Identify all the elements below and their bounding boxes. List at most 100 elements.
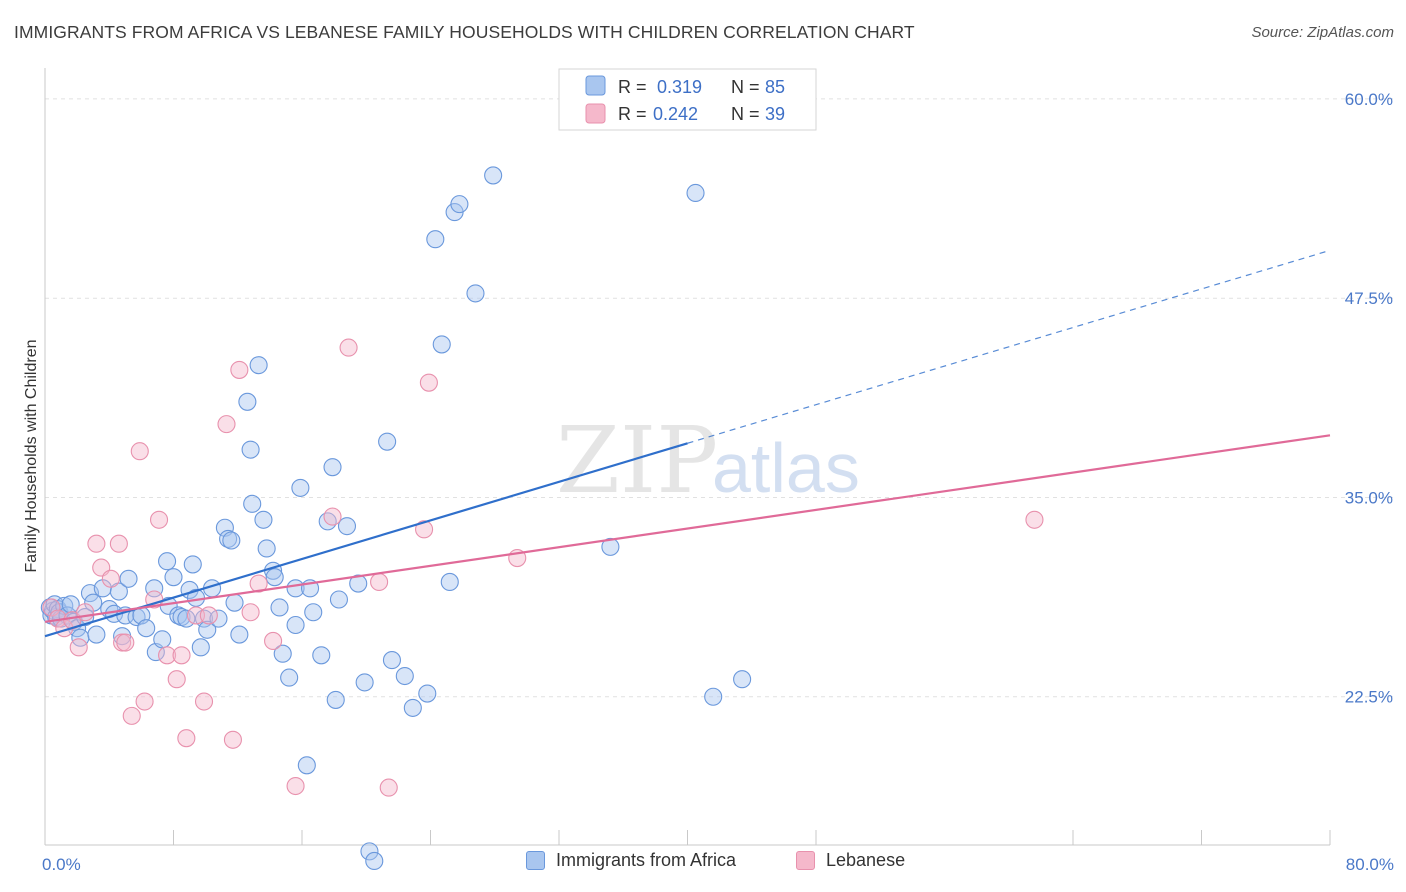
point-africa (209, 609, 228, 628)
point-africa (318, 512, 337, 531)
legend-r-value-lebanese: 0.242 (653, 104, 698, 124)
point-africa (450, 195, 469, 214)
point-africa (191, 638, 210, 657)
trend-line-lebanese (44, 434, 1331, 623)
point-africa (153, 630, 172, 649)
legend-swatch-africa (585, 75, 606, 96)
legend-r-value-africa: 0.319 (657, 77, 702, 97)
trend-lines (44, 249, 1331, 638)
legend-item-africa: Immigrants from Africa (526, 850, 736, 871)
point-africa (432, 335, 451, 354)
legend-n-value-lebanese: 39 (765, 104, 785, 124)
point-africa (418, 684, 437, 703)
legend-swatch-lebanese-bottom (796, 851, 815, 870)
point-lebanese (186, 606, 206, 625)
point-africa (225, 593, 244, 612)
point-lebanese (223, 730, 242, 749)
watermark-atlas: atlas (712, 429, 860, 507)
point-africa (87, 625, 106, 644)
point-africa (273, 644, 292, 663)
point-africa (158, 552, 177, 571)
point-africa (265, 568, 284, 587)
point-africa (484, 166, 503, 185)
series-legend: Immigrants from Africa Lebanese (0, 850, 1406, 880)
y-tick-label: 22.5% (1345, 688, 1393, 707)
legend-r-label-africa: R = (618, 77, 647, 97)
point-lebanese (323, 507, 342, 526)
axes (44, 68, 1331, 846)
point-africa (329, 590, 348, 609)
point-africa (291, 478, 310, 497)
point-lebanese (249, 574, 268, 593)
point-lebanese (116, 633, 135, 652)
watermark: ZIP atlas (556, 407, 860, 514)
point-lebanese (339, 338, 358, 357)
y-axis-title: Family Households with Children (23, 340, 40, 573)
point-lebanese (87, 534, 106, 553)
legend-swatch-lebanese (585, 103, 606, 124)
point-africa (219, 529, 238, 548)
point-lebanese (1025, 510, 1044, 529)
point-lebanese (101, 569, 120, 588)
point-africa (230, 625, 249, 644)
point-africa (382, 651, 402, 670)
stats-legend: R = 0.319 N = 85 R = 0.242 N = 39 (558, 68, 817, 131)
y-tick-label: 35.0% (1345, 488, 1393, 507)
legend-n-value-africa: 85 (765, 77, 785, 97)
point-africa (365, 851, 384, 870)
point-africa (183, 555, 202, 574)
point-africa (426, 230, 445, 249)
series-lebanese (42, 338, 1044, 797)
legend-label-africa: Immigrants from Africa (556, 850, 737, 870)
chart-title: IMMIGRANTS FROM AFRICA VS LEBANESE FAMIL… (14, 22, 915, 42)
point-lebanese (241, 603, 260, 622)
point-africa (378, 432, 397, 451)
point-lebanese (69, 638, 88, 657)
legend-item-lebanese: Lebanese (796, 850, 905, 871)
point-africa (466, 284, 485, 303)
series-immigrants-from-africa (40, 166, 752, 870)
x-tick-label: 0.0% (42, 855, 81, 874)
point-africa (304, 603, 323, 622)
point-lebanese (286, 776, 305, 796)
point-lebanese (177, 729, 196, 748)
point-africa (164, 568, 183, 587)
point-lebanese (158, 646, 177, 665)
point-africa (349, 574, 368, 593)
point-lebanese (42, 598, 61, 617)
legend-r-label-lebanese: R = (618, 104, 647, 124)
point-africa (704, 687, 723, 706)
point-africa (297, 756, 316, 775)
point-lebanese (419, 373, 438, 392)
point-africa (270, 598, 289, 617)
point-africa (355, 673, 374, 692)
point-africa (243, 494, 262, 513)
point-africa (323, 458, 342, 477)
point-lebanese (230, 360, 249, 379)
point-africa (119, 569, 138, 588)
point-africa (137, 619, 156, 638)
point-africa (177, 609, 196, 628)
point-africa (326, 690, 345, 709)
point-lebanese (199, 606, 218, 625)
point-lebanese (172, 646, 191, 665)
point-africa (198, 620, 217, 639)
legend-label-lebanese: Lebanese (826, 850, 906, 870)
point-africa (254, 510, 273, 529)
point-africa (360, 842, 379, 861)
point-lebanese (149, 510, 169, 529)
point-lebanese (167, 670, 186, 689)
trend-line-africa-extension (687, 249, 1331, 444)
point-lebanese (264, 631, 283, 650)
x-tick-label: 80.0% (1346, 855, 1394, 874)
point-lebanese (76, 603, 95, 622)
point-lebanese (109, 534, 128, 553)
point-africa (238, 392, 257, 411)
point-lebanese (379, 778, 398, 797)
point-africa (61, 595, 80, 614)
point-africa (337, 517, 357, 536)
legend-n-label-africa: N = (731, 77, 760, 97)
point-africa (109, 582, 128, 601)
point-africa (686, 183, 705, 203)
point-africa (403, 698, 422, 717)
